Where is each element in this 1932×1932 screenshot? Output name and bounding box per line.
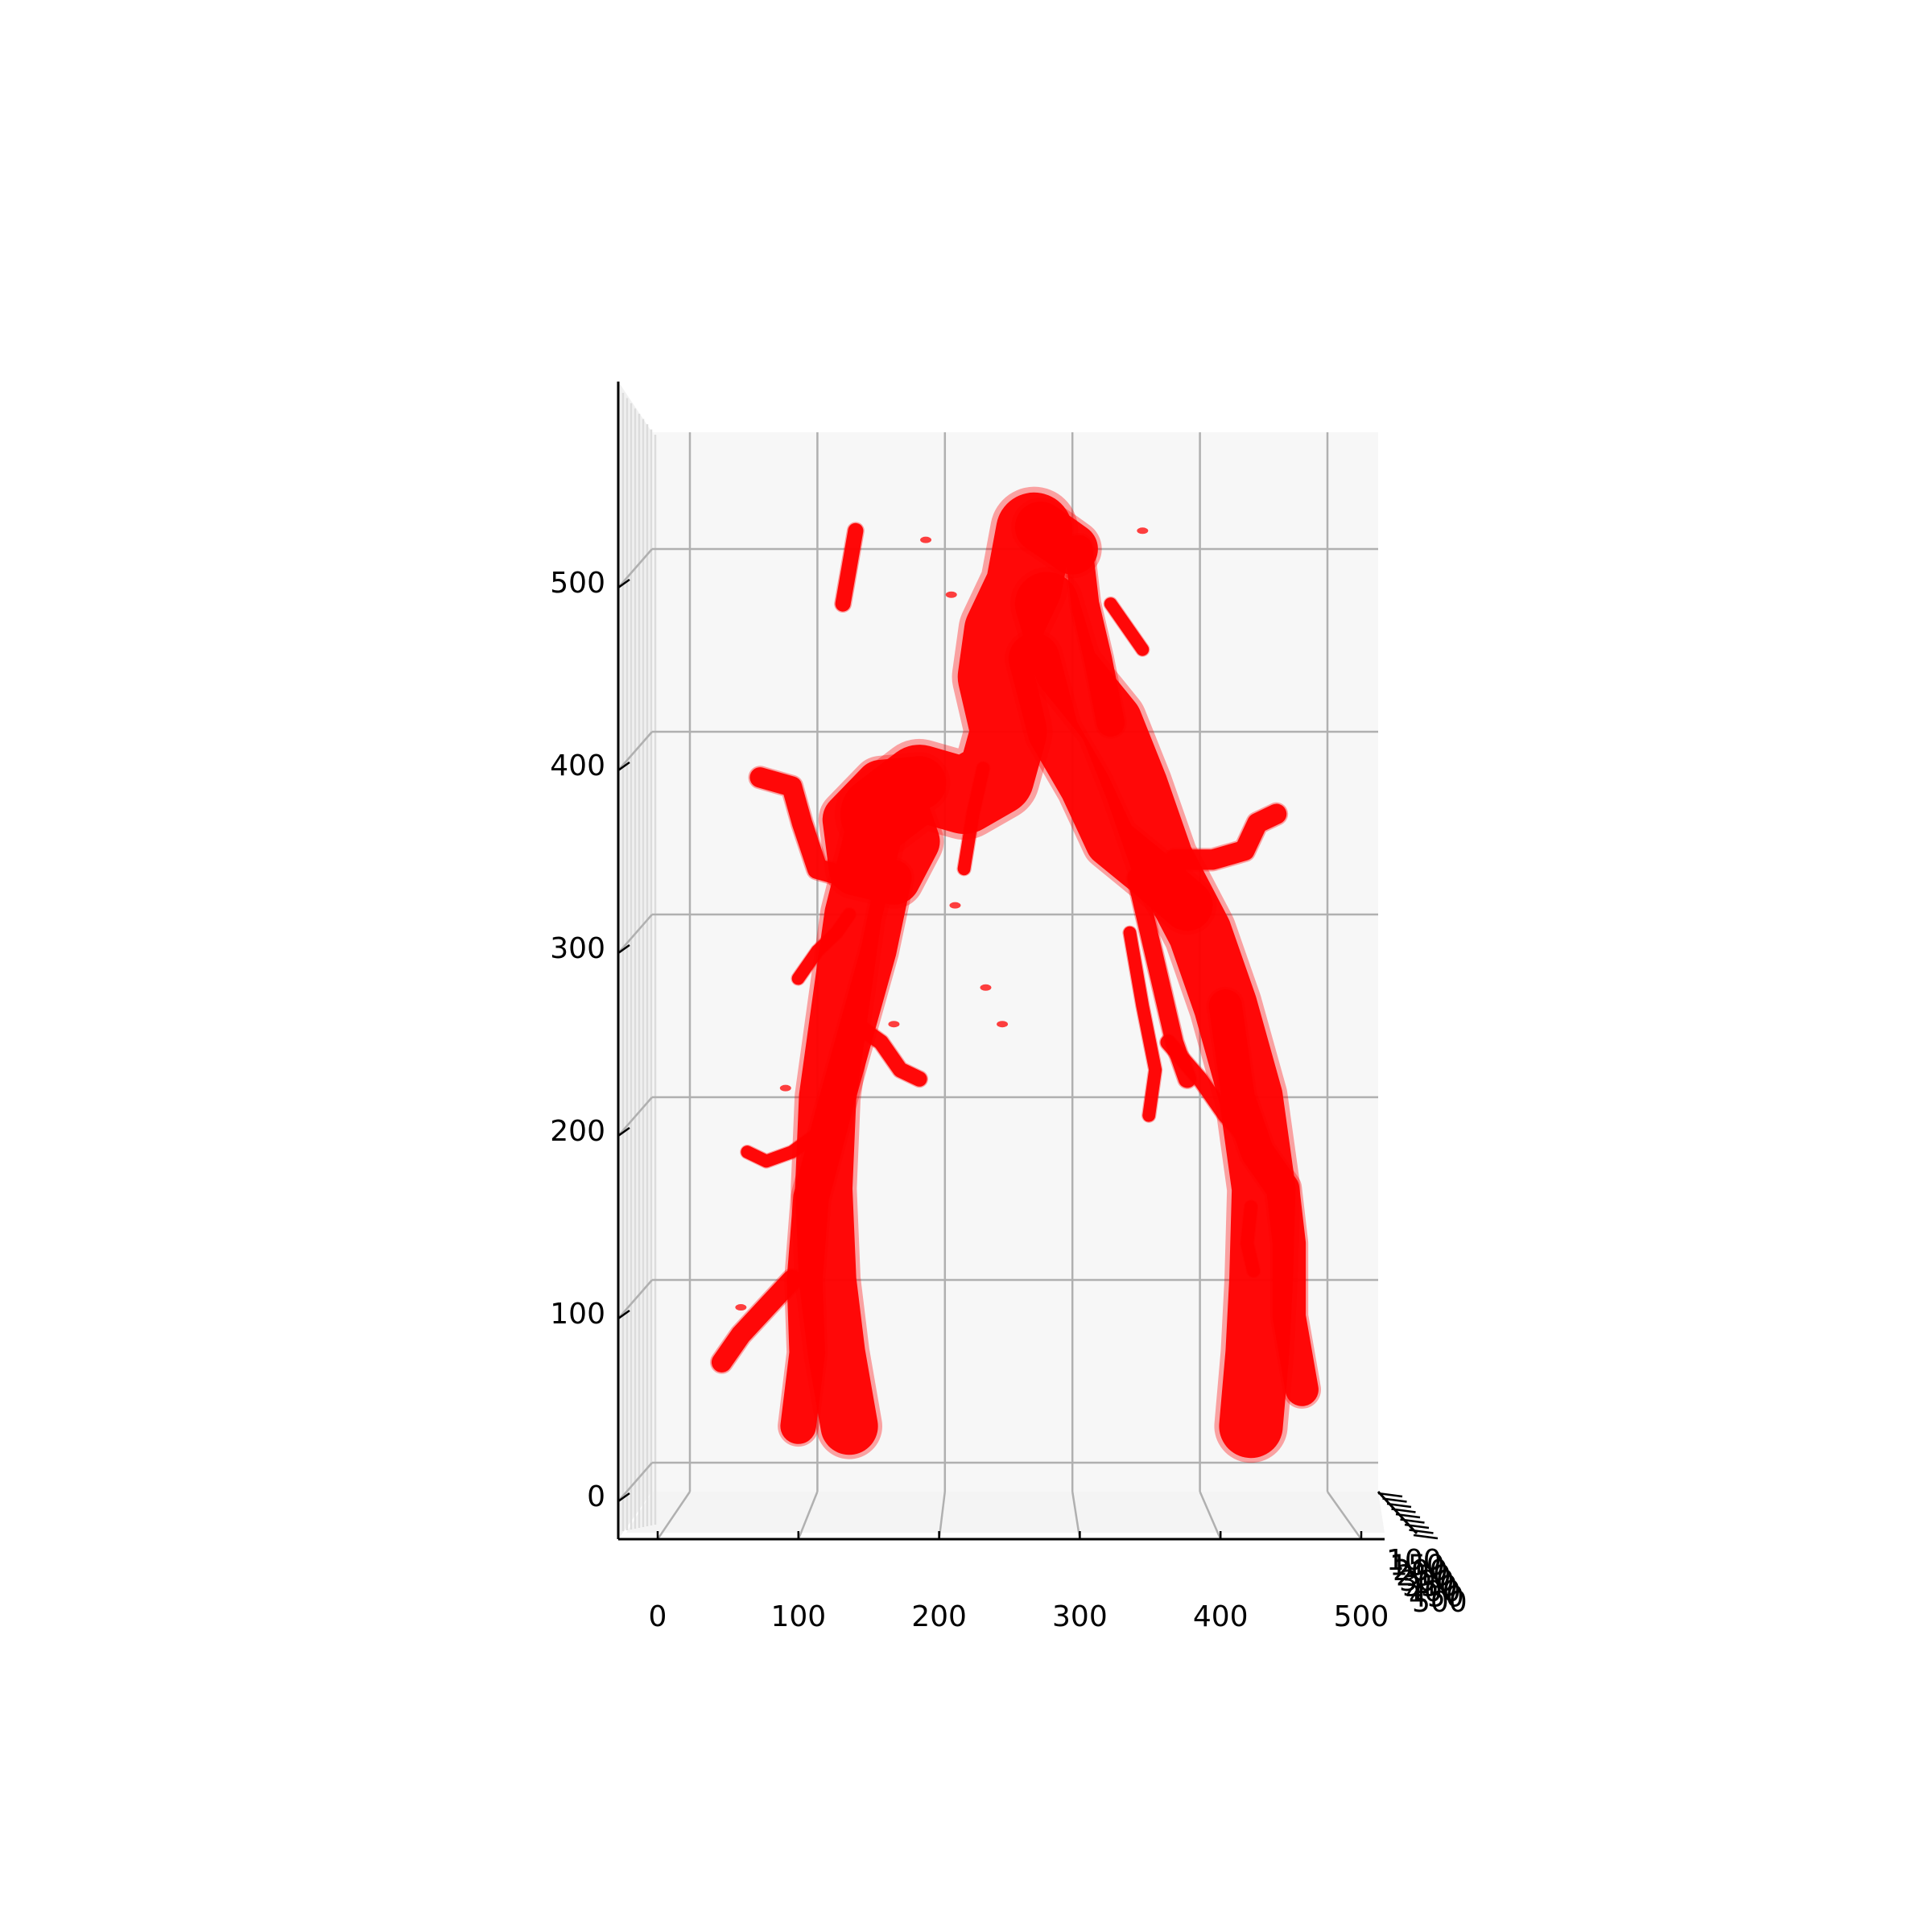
left-branch-a [1164,803,1287,870]
x-tick-label: 0 [649,1600,667,1633]
depth-tick-mark [1382,1497,1407,1503]
z-grid-diagonal [617,548,653,588]
z-tick-mark [617,578,630,589]
right-branch-e [791,908,856,985]
depth-tick-mark [1404,1523,1430,1530]
depth-tick-label: 400 [1406,1575,1461,1608]
mid-left-fragment [957,762,990,876]
depth-tick-label: 200 [1393,1554,1448,1587]
z-grid-diagonal [617,1096,653,1137]
depth-tick-label: 150 [1389,1550,1445,1583]
z-tick-label: 400 [550,749,605,782]
depth-tick-mark [1391,1508,1416,1513]
vessel-speck [945,591,957,598]
depth-tick-label: 300 [1399,1565,1455,1598]
vessel-speck [997,1021,1009,1028]
left-branch-c [1160,1034,1259,1151]
right-branch-b [711,1269,803,1373]
x-floor-grid-line [1326,1491,1363,1540]
floor-pane [626,1492,1385,1533]
x-floor-grid-line [1071,1491,1081,1540]
z-grid-diagonal [617,914,653,954]
vessel-speck [980,984,992,991]
right-branch-a [749,767,860,889]
x-tick-label: 100 [770,1600,826,1633]
depth-tick-label: 450 [1409,1581,1464,1614]
z-tick-mark [617,1492,630,1503]
z-tick-mark [617,1126,630,1137]
right-external-carotid [780,860,912,1444]
depth-tick-label: 500 [1412,1586,1468,1619]
x-floor-grid-line [1199,1491,1222,1540]
right-branch-d [741,1127,824,1168]
z-tick-label: 200 [550,1115,605,1148]
left-branch-d [1123,926,1162,1122]
depth-tick-mark [1409,1529,1434,1534]
vessel-speck [1137,527,1149,535]
z-grid-diagonal [617,1462,653,1502]
right-branch-c [848,1016,927,1087]
depth-tick-mark [1377,1492,1403,1498]
depth-tick-mark [1400,1518,1425,1524]
depth-tick-mark [1413,1534,1439,1540]
depth-tick-label: 250 [1396,1560,1451,1593]
top-left-fragment [835,522,864,612]
z-tick-mark [617,1309,630,1320]
left-internal [1009,633,1213,931]
z-tick-label: 300 [550,932,605,965]
z-tick-mark [617,761,630,772]
depth-tick-label: 350 [1402,1571,1458,1604]
x-tick-label: 500 [1334,1600,1389,1633]
depth-tick-mark [1386,1502,1412,1509]
vessel-speck [949,902,961,909]
z-tick-mark [617,943,630,955]
x-tick-label: 400 [1193,1600,1249,1633]
axes [617,382,1439,1541]
vessel-speck [920,536,932,543]
vessel-speck [888,1021,900,1028]
x-floor-grid-line [797,1491,819,1540]
z-grid-diagonal [617,731,653,771]
depth-tick-mark [1395,1513,1421,1519]
depth-tick-label: 100 [1386,1544,1442,1577]
left-branch-e [1104,597,1150,656]
vessel-speck [779,1084,791,1092]
vessel-speck [735,1304,747,1311]
vessel-point-cloud [710,486,1321,1463]
z-tick-label: 500 [550,567,605,600]
left-vertebral [1064,535,1125,737]
x-tick-label: 300 [1052,1600,1108,1633]
z-tick-label: 100 [550,1298,605,1331]
left-external [1208,989,1319,1406]
right-lower-fragment [1241,1200,1260,1278]
z-grid-diagonal [617,1279,653,1319]
z-tick-label: 0 [587,1480,605,1513]
x-tick-label: 200 [911,1600,967,1633]
x-floor-grid-line [656,1491,691,1540]
